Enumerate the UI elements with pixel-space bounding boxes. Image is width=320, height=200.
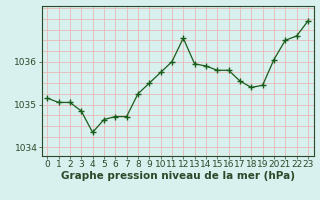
X-axis label: Graphe pression niveau de la mer (hPa): Graphe pression niveau de la mer (hPa) bbox=[60, 171, 295, 181]
